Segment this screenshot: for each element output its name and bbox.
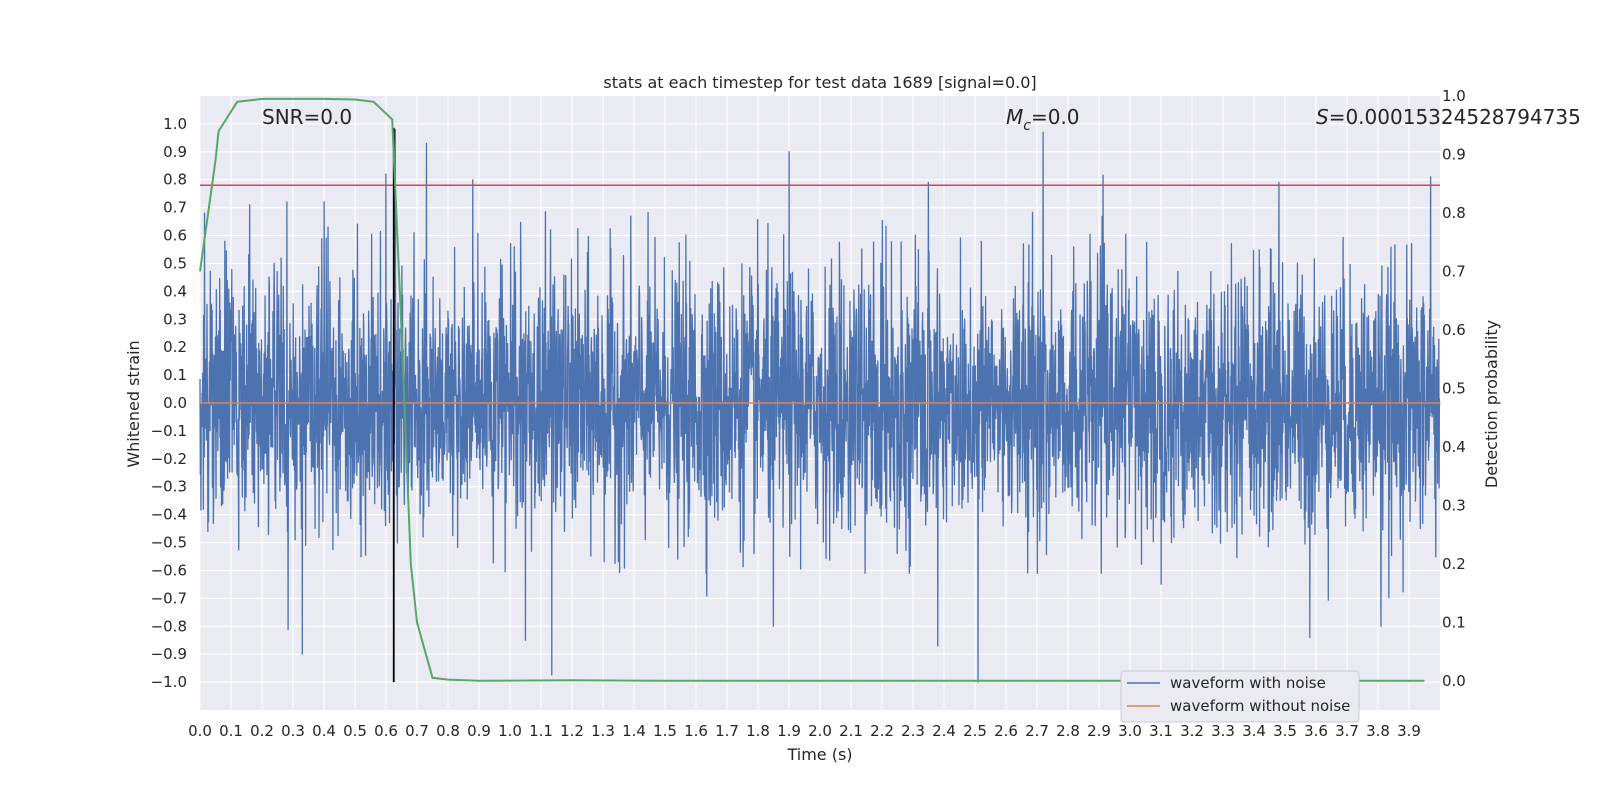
chirp-mass-annotation: Mc=0.0 [1006, 105, 1080, 134]
x-tick-label: 3.9 [1397, 722, 1421, 740]
x-tick-label: 1.3 [591, 722, 615, 740]
x-tick-label: 3.1 [1149, 722, 1173, 740]
x-tick-label: 0.4 [312, 722, 336, 740]
x-tick-label: 1.9 [777, 722, 801, 740]
x-tick-label: 1.1 [529, 722, 553, 740]
x-tick-label: 1.2 [560, 722, 584, 740]
x-tick-label: 1.8 [746, 722, 770, 740]
s-value: =0.00015324528794735 [1329, 105, 1581, 129]
x-tick-label: 2.1 [839, 722, 863, 740]
y2-tick-label: 0.3 [1442, 496, 1466, 514]
x-tick-label: 0.5 [343, 722, 367, 740]
y2-tick-labels: 0.0 0.1 0.2 0.3 0.4 0.5 0.6 0.7 0.8 0.9 1.0 [1442, 87, 1466, 690]
y2-tick-label: 0.8 [1442, 204, 1466, 222]
y-tick-label: −0.6 [151, 561, 187, 579]
legend-label-no-noise: waveform without noise [1170, 697, 1350, 715]
x-tick-label: 2.3 [901, 722, 925, 740]
x-tick-label: 1.5 [653, 722, 677, 740]
snr-annotation: SNR=0.0 [262, 105, 352, 129]
x-tick-label: 0.3 [281, 722, 305, 740]
y-tick-label: 0.7 [163, 199, 187, 217]
y2-tick-label: 0.5 [1442, 379, 1466, 397]
x-tick-label: 0.9 [467, 722, 491, 740]
x-tick-label: 0.0 [188, 722, 212, 740]
y2-tick-label: 0.7 [1442, 262, 1466, 280]
x-tick-label: 2.4 [932, 722, 956, 740]
x-axis-label: Time (s) [786, 745, 852, 764]
x-tick-label: 0.7 [405, 722, 429, 740]
chirp-mass-symbol: M [1006, 105, 1023, 129]
x-tick-label: 1.6 [684, 722, 708, 740]
x-tick-label: 2.2 [870, 722, 894, 740]
x-tick-label: 2.6 [994, 722, 1018, 740]
x-tick-label: 3.3 [1211, 722, 1235, 740]
y-tick-label: 0.2 [163, 338, 187, 356]
y-tick-label: 0.0 [163, 394, 187, 412]
x-tick-label: 3.8 [1366, 722, 1390, 740]
x-tick-label: 0.6 [374, 722, 398, 740]
x-tick-labels: 0.0 0.1 0.2 0.3 0.4 0.5 0.6 0.7 0.8 0.9 1.0 1.1 1.2 1… [188, 722, 1421, 740]
x-tick-label: 2.8 [1056, 722, 1080, 740]
x-tick-label: 3.6 [1304, 722, 1328, 740]
y2-tick-label: 0.9 [1442, 145, 1466, 163]
legend-box [1120, 670, 1360, 723]
y-tick-label: −0.1 [151, 422, 187, 440]
y-tick-label: 0.3 [163, 310, 187, 328]
x-tick-label: 3.4 [1242, 722, 1266, 740]
x-tick-label: 2.7 [1025, 722, 1049, 740]
y-tick-label: −0.3 [151, 478, 187, 496]
x-tick-label: 0.8 [436, 722, 460, 740]
y-tick-label: 0.5 [163, 254, 187, 272]
y2-tick-label: 0.0 [1442, 672, 1466, 690]
x-tick-label: 1.0 [498, 722, 522, 740]
y-tick-label: −0.2 [151, 450, 187, 468]
y-tick-label: −0.5 [151, 534, 187, 552]
x-tick-label: 0.1 [219, 722, 243, 740]
x-tick-label: 2.9 [1087, 722, 1111, 740]
y-tick-label: −0.7 [151, 589, 187, 607]
x-tick-label: 3.7 [1335, 722, 1359, 740]
s-annotation: S=0.00015324528794735 [1316, 105, 1581, 129]
y-tick-label: 1.0 [163, 115, 187, 133]
x-tick-label: 1.4 [622, 722, 646, 740]
y2-axis-label: Detection probability [1482, 320, 1501, 488]
y-tick-label: 0.4 [163, 282, 187, 300]
y-tick-label: −1.0 [151, 673, 187, 691]
y-tick-label: −0.8 [151, 617, 187, 635]
x-tick-label: 2.5 [963, 722, 987, 740]
x-tick-label: 3.0 [1118, 722, 1142, 740]
x-tick-label: 3.5 [1273, 722, 1297, 740]
y2-tick-label: 0.4 [1442, 438, 1466, 456]
legend-label-noise: waveform with noise [1170, 674, 1326, 692]
series-detection-probability [199, 97, 1425, 682]
x-tick-label: 3.2 [1180, 722, 1204, 740]
chirp-mass-subscript: c [1023, 118, 1031, 134]
y-tick-label: 0.8 [163, 171, 187, 189]
chirp-mass-value: =0.0 [1031, 105, 1080, 129]
y2-tick-label: 0.1 [1442, 613, 1466, 631]
y-tick-label: −0.9 [151, 645, 187, 663]
y-tick-label: 0.6 [163, 227, 187, 245]
x-tick-label: 1.7 [715, 722, 739, 740]
chart-title: stats at each timestep for test data 168… [603, 73, 1036, 92]
legend: waveform with noise waveform without noi… [1120, 670, 1360, 723]
y2-tick-label: 0.2 [1442, 555, 1466, 573]
x-tick-label: 0.2 [250, 722, 274, 740]
y2-tick-label: 1.0 [1442, 87, 1466, 105]
y-tick-label: −0.4 [151, 506, 187, 524]
y2-tick-label: 0.6 [1442, 321, 1466, 339]
y-tick-label: 0.9 [163, 143, 187, 161]
y-tick-labels: 1.0 0.9 0.8 0.7 0.6 0.5 0.4 0.3 0.2 0.1 0.0 −0.1 −0.… [151, 115, 187, 691]
y-axis-label: Whitened strain [124, 340, 143, 467]
s-symbol: S [1316, 105, 1329, 129]
y-tick-label: 0.1 [163, 366, 187, 384]
x-tick-label: 2.0 [808, 722, 832, 740]
